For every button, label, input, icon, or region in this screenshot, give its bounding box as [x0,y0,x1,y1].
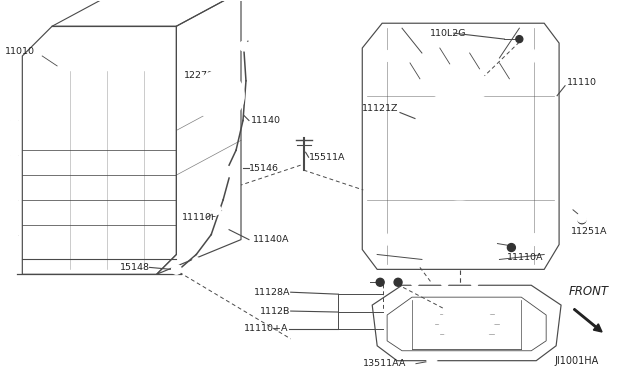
Circle shape [412,280,419,287]
Text: 15148: 15148 [120,263,150,272]
Ellipse shape [125,42,161,64]
Text: 11251A: 11251A [571,227,607,236]
Circle shape [379,50,391,62]
Ellipse shape [89,42,125,64]
Text: 15146: 15146 [249,164,279,173]
Ellipse shape [439,307,494,341]
Ellipse shape [129,45,158,61]
Ellipse shape [416,100,504,191]
Circle shape [211,205,221,215]
Circle shape [195,71,244,121]
Circle shape [577,213,587,223]
Circle shape [516,36,523,42]
Circle shape [376,278,384,286]
Circle shape [528,50,540,62]
Text: 11110F: 11110F [182,213,217,222]
Circle shape [10,196,19,204]
Text: 13511AA: 13511AA [363,359,406,368]
Circle shape [442,280,448,287]
Text: FRONT: FRONT [569,285,609,298]
Circle shape [172,264,181,274]
Text: 1112B: 1112B [260,307,291,315]
Circle shape [528,234,540,246]
Circle shape [192,257,200,265]
Text: 15511A: 15511A [308,153,345,162]
Ellipse shape [52,42,88,64]
Circle shape [201,78,237,113]
Circle shape [10,116,19,125]
Text: 11128A: 11128A [254,288,291,297]
Circle shape [471,280,478,287]
Text: 11110: 11110 [567,78,597,87]
Circle shape [427,356,437,366]
Circle shape [10,231,19,238]
Ellipse shape [440,125,479,166]
Ellipse shape [408,91,512,200]
Ellipse shape [56,45,84,61]
Circle shape [239,41,249,51]
Circle shape [508,244,515,251]
Circle shape [578,216,586,224]
Text: 11140A: 11140A [253,235,289,244]
Circle shape [394,278,402,286]
FancyArrow shape [573,308,602,332]
Text: 11010: 11010 [5,46,35,55]
Text: 12279: 12279 [184,71,214,80]
Ellipse shape [92,45,121,61]
Bar [221,163,241,175]
Text: JI1001HA: JI1001HA [555,356,599,366]
Text: 11110A: 11110A [508,253,544,262]
Circle shape [10,151,19,159]
Text: 11110+A: 11110+A [244,324,289,333]
Text: 11121Z: 11121Z [362,104,399,113]
Ellipse shape [183,184,213,206]
Text: 110L2G: 110L2G [430,29,467,38]
Text: 11140: 11140 [251,116,281,125]
Circle shape [379,234,391,246]
